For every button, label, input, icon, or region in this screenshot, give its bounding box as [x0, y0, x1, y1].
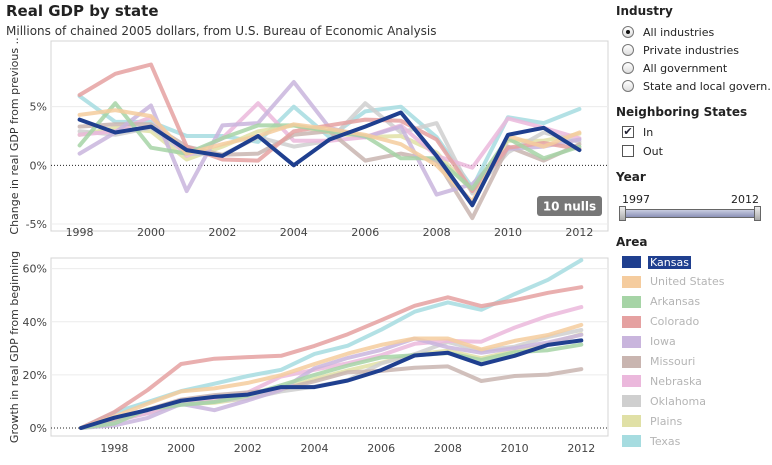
bottom-x-tick-label: 2010 [501, 442, 529, 455]
legend-label: Nebraska [650, 374, 702, 388]
legend-label: Colorado [650, 315, 700, 329]
bottom-series-iowa[interactable] [79, 332, 584, 430]
year-slider-max-handle[interactable] [754, 206, 761, 221]
area-section-title: Area [616, 235, 648, 249]
bottom-x-tick-label: 2004 [300, 442, 328, 455]
bottom-y-tick-label: 60% [23, 263, 47, 276]
neighbors-option-out[interactable]: Out [622, 143, 663, 159]
year-slider-max-label: 2012 [731, 193, 759, 206]
radio-button[interactable] [622, 62, 634, 74]
bottom-x-tick-label: 1998 [100, 442, 128, 455]
top-x-tick-label: 2008 [423, 226, 451, 239]
bottom-y-tick-label: 40% [23, 316, 47, 329]
nulls-badge[interactable]: 10 nulls [537, 196, 602, 216]
radio-button[interactable] [622, 80, 634, 92]
top-y-axis-label: Change in real GDP from previous .. [8, 37, 21, 234]
top-chart: 5% 0% -5% 1998 2000 2002 2004 2006 2008 2010 2012 C… [8, 37, 608, 239]
industry-option-label: All government [643, 61, 728, 75]
legend-swatch [622, 295, 641, 308]
radio-button[interactable] [622, 26, 634, 38]
legend-swatch [622, 435, 641, 448]
legend-swatch [622, 375, 641, 388]
chart-subtitle: Millions of chained 2005 dollars, from U… [6, 24, 437, 38]
legend-item-iowa[interactable]: Iowa [622, 334, 678, 350]
bottom-y-axis-label: Growth in real GDP from beginning [8, 251, 21, 443]
charts-area: 5% 0% -5% 1998 2000 2002 2004 2006 2008 2010 2012 C… [8, 37, 609, 455]
legend-label: United States [650, 275, 725, 289]
bottom-series-colorado[interactable] [79, 285, 584, 430]
bottom-x-tick-label: 2006 [367, 442, 395, 455]
legend-item-colorado[interactable]: Colorado [622, 314, 701, 330]
industry-option-label: All industries [643, 25, 715, 39]
top-x-tick-label: 2000 [137, 226, 165, 239]
industry-option-state-and-local-govern[interactable]: State and local govern… [622, 78, 772, 94]
bottom-x-tick-label: 2000 [167, 442, 195, 455]
checkbox-checked[interactable]: ✔ [622, 125, 634, 138]
top-x-tick-label: 2004 [280, 226, 308, 239]
bottom-series-kansas[interactable] [79, 338, 584, 430]
year-slider-min-handle[interactable] [619, 206, 626, 221]
legend-label: Arkansas [650, 295, 701, 309]
bottom-y-tick-label: 0% [30, 422, 47, 435]
legend-item-arkansas[interactable]: Arkansas [622, 294, 702, 310]
top-y-tick-label: 0% [30, 159, 47, 172]
year-slider-min-label: 1997 [622, 193, 650, 206]
legend-label: Plains [650, 414, 683, 428]
legend-item-kansas[interactable]: Kansas [622, 254, 691, 270]
bottom-x-tick-label: 2012 [567, 442, 595, 455]
bottom-x-tick-label: 2008 [434, 442, 462, 455]
top-x-tick-label: 2010 [494, 226, 522, 239]
neighbors-section-title: Neighboring States [616, 105, 748, 119]
legend-item-nebraska[interactable]: Nebraska [622, 373, 704, 389]
legend-swatch [622, 415, 641, 428]
legend-swatch [622, 256, 641, 268]
legend-item-united-states[interactable]: United States [622, 274, 727, 290]
top-y-tick-label: -5% [26, 218, 47, 231]
bottom-x-tick-label: 2002 [234, 442, 262, 455]
industry-option-label: State and local govern… [643, 79, 772, 93]
filter-sidebar: Industry All industries Private industrie… [612, 0, 772, 465]
industry-option-label: Private industries [643, 43, 739, 57]
chart-title: Real GDP by state [6, 2, 159, 20]
legend-item-texas[interactable]: Texas [622, 433, 682, 449]
industry-option-all-government[interactable]: All government [622, 60, 727, 76]
top-y-tick-label: 5% [30, 101, 47, 114]
legend-swatch [622, 355, 641, 368]
neighbors-option-in[interactable]: ✔ In [622, 124, 653, 140]
legend-item-plains[interactable]: Plains [622, 413, 684, 429]
bottom-series-united-states[interactable] [79, 322, 584, 430]
top-x-tick-label: 2006 [351, 226, 379, 239]
legend-label: Texas [650, 434, 681, 448]
legend-item-oklahoma[interactable]: Oklahoma [622, 393, 708, 409]
legend-label: Kansas [648, 255, 691, 269]
legend-swatch [622, 275, 641, 288]
legend-swatch [622, 395, 641, 408]
legend-swatch [622, 335, 641, 348]
year-section-title: Year [616, 170, 646, 184]
top-series-kansas[interactable] [77, 110, 582, 208]
legend-label: Missouri [650, 355, 696, 368]
legend-swatch [622, 315, 641, 328]
nulls-badge-label: 10 nulls [543, 200, 596, 214]
industry-section-title: Industry [616, 4, 673, 18]
legend-label: Oklahoma [650, 394, 706, 408]
industry-option-private-industries[interactable]: Private industries [622, 42, 739, 58]
bottom-chart: 60% 40% 20% 0% 1998 2000 2002 2004 2006 2008 2010 2… [8, 251, 608, 455]
radio-button[interactable] [622, 44, 634, 56]
checkbox[interactable] [622, 145, 634, 157]
top-x-tick-label: 2012 [565, 226, 593, 239]
neighbors-option-label: Out [643, 144, 663, 158]
top-x-tick-label: 1998 [66, 226, 94, 239]
top-chart-frame [50, 40, 609, 232]
neighbors-option-label: In [643, 125, 654, 139]
bottom-chart-frame [50, 257, 609, 437]
legend-label: Iowa [650, 335, 676, 349]
industry-option-all-industries[interactable]: All industries [622, 24, 714, 40]
year-slider-track[interactable] [622, 209, 758, 218]
bottom-y-tick-label: 20% [23, 369, 47, 382]
legend-item-missouri[interactable]: Missouri [622, 354, 697, 370]
top-x-tick-label: 2002 [208, 226, 236, 239]
